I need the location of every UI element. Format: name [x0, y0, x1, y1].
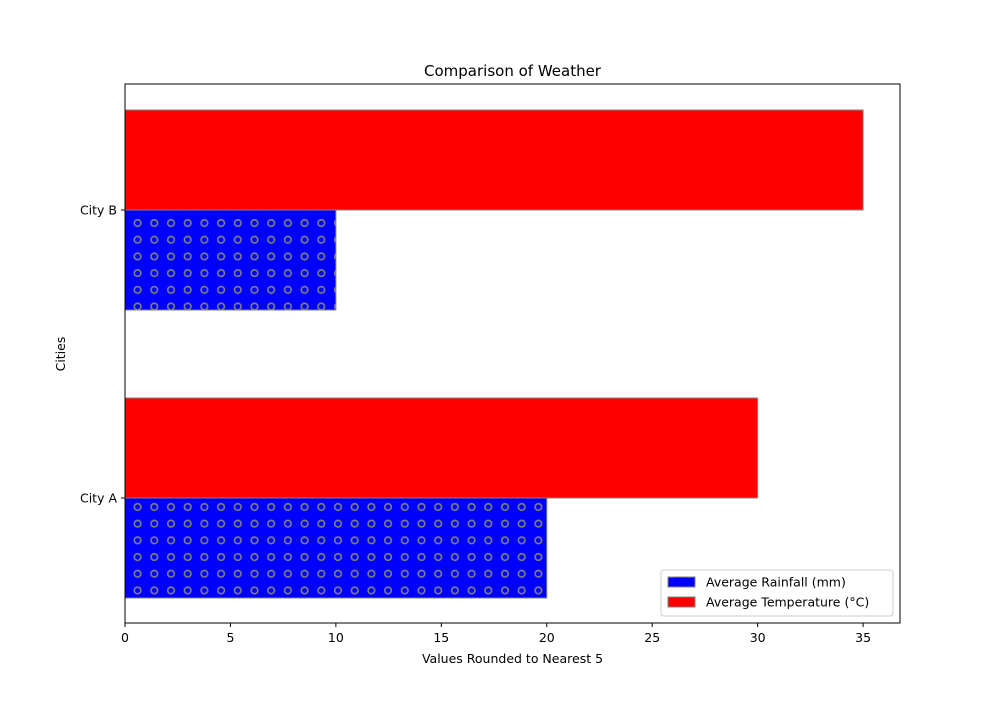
x-tick-label: 20 [539, 630, 555, 645]
bar-rainfall-city-b [124, 209, 337, 311]
x-tick-label: 15 [433, 630, 449, 645]
bars-group [124, 109, 864, 599]
x-axis-ticks: 0 5 10 15 20 25 30 35 [121, 623, 871, 645]
y-axis-ticks: City A City B [80, 203, 125, 506]
x-tick-label: 10 [328, 630, 344, 645]
x-tick-label: 35 [855, 630, 871, 645]
legend-frame [660, 569, 894, 617]
x-tick-label: 30 [750, 630, 766, 645]
x-tick-label: 0 [121, 630, 129, 645]
y-tick-label: City A [80, 491, 117, 506]
y-tick-label: City B [80, 203, 117, 218]
y-axis-label: Cities [53, 337, 68, 372]
chart-title: Comparison of Weather [424, 62, 602, 80]
bar-rainfall-city-a [124, 497, 548, 599]
legend-label-rainfall: Average Rainfall (mm) [706, 575, 846, 590]
legend: Average Rainfall (mm) Average Temperatur… [660, 569, 894, 617]
x-axis-label: Values Rounded to Nearest 5 [422, 651, 603, 666]
legend-label-temperature: Average Temperature (°C) [706, 595, 869, 610]
bar-temperature-city-a [124, 397, 759, 499]
plot-area-frame [124, 83, 901, 624]
legend-swatch-rainfall [667, 576, 696, 588]
x-tick-label: 25 [644, 630, 660, 645]
x-tick-label: 5 [226, 630, 234, 645]
legend-swatch-temperature [667, 596, 696, 608]
bar-temperature-city-b [124, 109, 864, 211]
